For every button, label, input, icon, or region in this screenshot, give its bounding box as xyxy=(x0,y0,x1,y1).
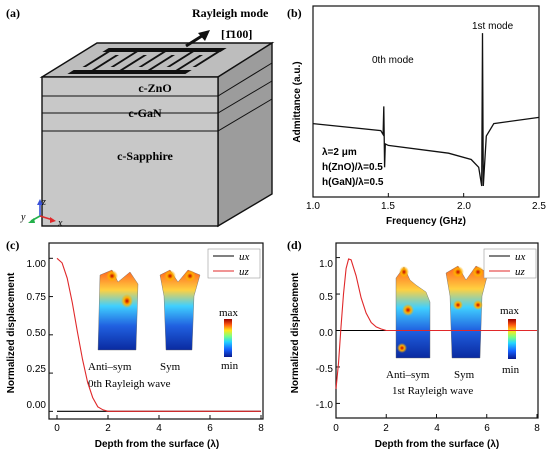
admittance-series-line xyxy=(312,33,540,187)
plot-c-frame xyxy=(48,242,264,420)
ytick-label: 0.0 xyxy=(319,328,333,339)
param-zno-thickness: h(ZnO)/λ=0.5 xyxy=(322,162,383,173)
plot-b-xlabel: Frequency (GHz) xyxy=(386,216,466,227)
plot-d-xtick-labels: 0 2 4 6 8 xyxy=(333,423,540,434)
plot-c-ylabel: Normalized displacement xyxy=(6,272,17,393)
mode-shape-antisym-c xyxy=(97,269,139,351)
plot-c-xtick-labels: 0 2 4 6 8 xyxy=(54,423,264,434)
ytick-label: 0.75 xyxy=(27,292,47,303)
layer-label-gan: c-GaN xyxy=(128,106,162,120)
mode-shape-sym-d xyxy=(445,265,489,359)
ytick-label: 0.50 xyxy=(27,328,47,339)
panel-a-label: (a) xyxy=(6,6,20,20)
wave-direction-arrow-head xyxy=(198,30,210,41)
ytick-label: 1.00 xyxy=(27,259,47,270)
xtick-label: 2.0 xyxy=(457,201,471,212)
plot-c-ticks xyxy=(49,257,262,419)
xtick-label: 0 xyxy=(333,423,339,434)
xtick-label: 4 xyxy=(434,423,440,434)
panel-a: (a) c-ZnO c-GaN c-S xyxy=(6,6,275,229)
xtick-label: 8 xyxy=(258,423,264,434)
plot-b-xtick-labels: 1.0 1.5 2.0 2.5 xyxy=(306,201,546,212)
legend-item-ux: ux xyxy=(515,251,526,263)
mode-shape-antisym-d xyxy=(395,266,431,359)
plot-d-ytick-labels: -1.0 -0.5 0.0 0.5 1.0 xyxy=(316,259,334,411)
legend-c: ux uz xyxy=(207,248,261,279)
panel-b-label: (b) xyxy=(287,6,302,20)
legend-item-uz: uz xyxy=(239,266,250,278)
plot-b-frame xyxy=(312,5,540,198)
plot-b-ylabel: Admittance (a.u.) xyxy=(292,61,303,142)
panel-c-label: (c) xyxy=(6,238,19,252)
param-lambda: λ=2 μm xyxy=(322,147,357,158)
colorbar-c-min: min xyxy=(221,360,239,372)
series-uz-line xyxy=(335,258,537,389)
legend-d: ux uz xyxy=(483,248,537,279)
xtick-label: 8 xyxy=(534,423,540,434)
mode1-label: 1st mode xyxy=(472,21,514,32)
idt-electrodes xyxy=(67,48,227,74)
param-gan-thickness: h(GaN)/λ=0.5 xyxy=(322,177,384,188)
xtick-label: 2 xyxy=(105,423,111,434)
rayleigh-mode-label: Rayleigh mode xyxy=(192,6,269,20)
wave-label-d: 1st Rayleigh wave xyxy=(392,385,473,397)
ytick-label: -0.5 xyxy=(316,364,334,375)
colorbar-c-max: max xyxy=(219,307,238,319)
layer-label-zno: c-ZnO xyxy=(138,81,171,95)
coordinate-axes-icon: z x y xyxy=(20,197,63,229)
plot-d-ylabel: Normalized displacement xyxy=(290,272,301,393)
panel-b: (b) 1.0 1.5 2.0 2.5 Frequency (GHz) Admi… xyxy=(287,5,546,227)
legend-item-ux: ux xyxy=(239,251,250,263)
xtick-label: 0 xyxy=(54,423,60,434)
series-uz-line xyxy=(56,257,261,412)
plot-c-xlabel: Depth from the surface (λ) xyxy=(95,439,219,450)
colorbar-d xyxy=(508,319,516,359)
xtick-label: 1.0 xyxy=(306,201,320,212)
xtick-label: 6 xyxy=(484,423,490,434)
legend-item-uz: uz xyxy=(515,266,526,278)
block-front-face xyxy=(41,76,219,227)
xtick-label: 6 xyxy=(207,423,213,434)
xtick-label: 2.5 xyxy=(532,201,546,212)
axis-x-label: x xyxy=(57,218,63,229)
shape-label-antisym-d: Anti–sym xyxy=(386,369,430,381)
layer-label-sapphire: c-Sapphire xyxy=(117,149,173,163)
mode-shape-sym-c xyxy=(159,269,201,351)
layer-line-3 xyxy=(42,98,273,132)
plot-d-xlabel: Depth from the surface (λ) xyxy=(375,439,499,450)
plot-c-ytick-labels: 0.00 0.25 0.50 0.75 1.00 xyxy=(27,259,47,411)
direction-label: [1̄100] xyxy=(221,27,252,41)
plot-b-ticks xyxy=(312,193,540,197)
panel-d: (d) -1.0 -0.5 0.0 0.5 1.0 0 2 4 6 8 Dept… xyxy=(287,238,540,450)
ytick-label: 0.25 xyxy=(27,364,47,375)
panel-c: (c) 0.00 0.25 0.50 0.75 1.00 0 2 4 6 8 D… xyxy=(6,238,264,450)
ytick-label: 0.00 xyxy=(27,400,47,411)
panel-d-label: (d) xyxy=(287,238,302,252)
ytick-label: -1.0 xyxy=(316,400,334,411)
axis-z-label: z xyxy=(41,197,46,208)
shape-label-antisym-c: Anti–sym xyxy=(88,361,132,373)
layer-line-1 xyxy=(42,62,273,97)
layer-line-2 xyxy=(42,80,273,114)
wave-label-c: 0th Rayleigh wave xyxy=(88,378,171,390)
colorbar-d-min: min xyxy=(502,364,520,376)
xtick-label: 4 xyxy=(156,423,162,434)
ytick-label: 1.0 xyxy=(319,259,333,270)
colorbar-d-max: max xyxy=(500,305,519,317)
ytick-label: 0.5 xyxy=(319,292,333,303)
colorbar-c xyxy=(224,319,232,357)
mode0-label: 0th mode xyxy=(372,55,414,66)
axis-y-label: y xyxy=(20,212,26,223)
xtick-label: 1.5 xyxy=(381,201,395,212)
xtick-label: 2 xyxy=(383,423,389,434)
shape-label-sym-c: Sym xyxy=(160,361,181,373)
shape-label-sym-d: Sym xyxy=(454,369,475,381)
